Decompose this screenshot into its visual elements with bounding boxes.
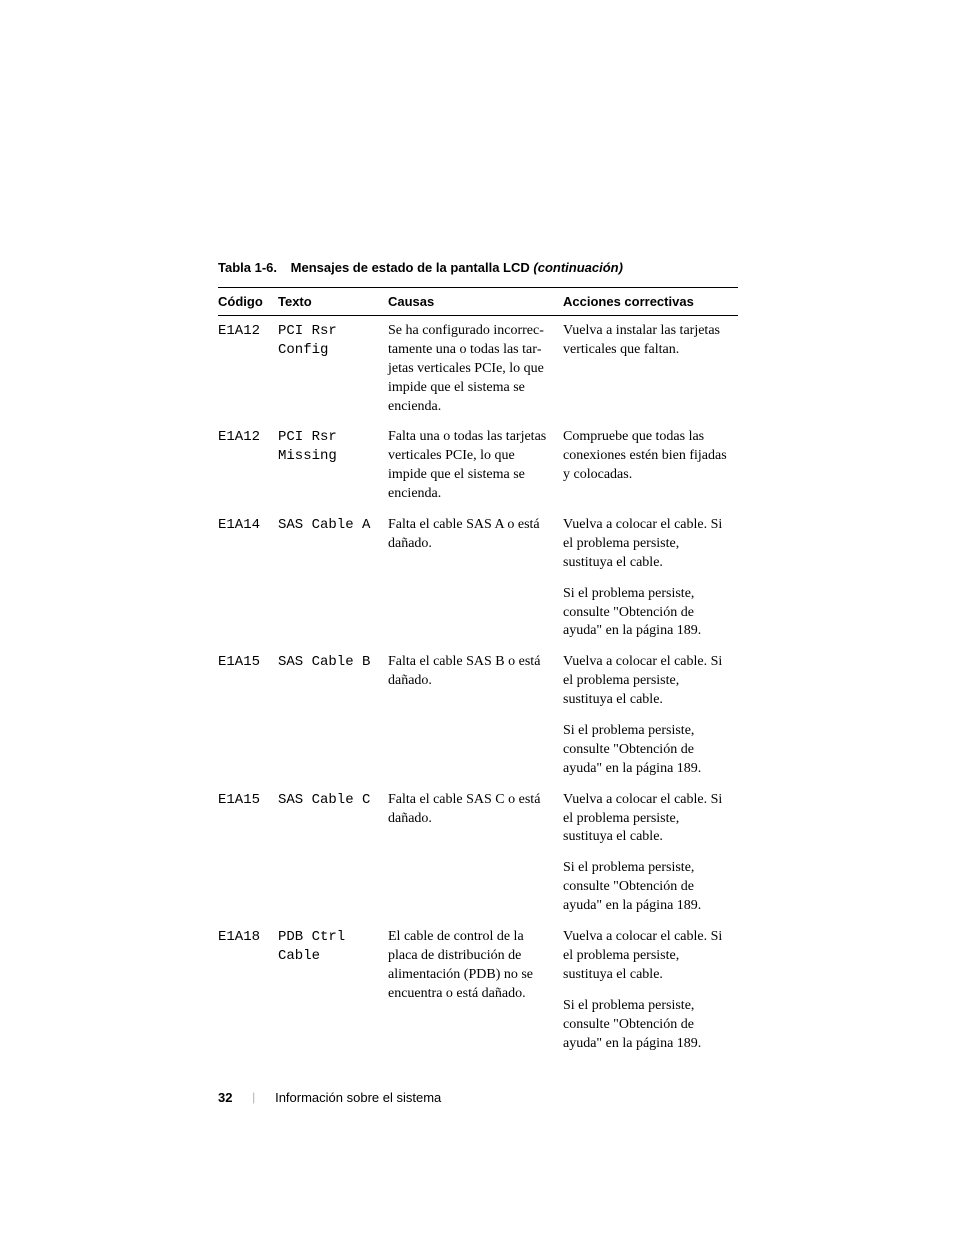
caption-continuation: (continuación) bbox=[533, 260, 623, 275]
footer-section-title: Información sobre el sistema bbox=[275, 1090, 441, 1105]
table-row: E1A14SAS Cable AFalta el cable SAS A o e… bbox=[218, 510, 738, 579]
caption-title: Mensajes de estado de la pantalla LCD bbox=[291, 260, 534, 275]
cell-text: PDB Ctrl Cable bbox=[278, 922, 388, 1059]
page-footer: 32 | Información sobre el sistema bbox=[218, 1089, 441, 1105]
table-row: E1A12PCI Rsr ConfigSe ha configurado inc… bbox=[218, 316, 738, 423]
page: Tabla 1-6. Mensajes de estado de la pant… bbox=[0, 0, 954, 1235]
col-header-cause: Causas bbox=[388, 288, 563, 316]
cell-text: SAS Cable A bbox=[278, 510, 388, 647]
cell-text: PCI Rsr Config bbox=[278, 316, 388, 423]
cell-text: SAS Cable B bbox=[278, 647, 388, 784]
cell-cause: Se ha configurado incorrec­tamente una o… bbox=[388, 316, 563, 423]
col-header-action: Acciones correctivas bbox=[563, 288, 738, 316]
lcd-status-table: Código Texto Causas Acciones correctivas… bbox=[218, 287, 738, 1059]
table-caption: Tabla 1-6. Mensajes de estado de la pant… bbox=[218, 260, 736, 275]
caption-label: Tabla 1-6. bbox=[218, 260, 277, 275]
page-number: 32 bbox=[218, 1090, 232, 1105]
col-header-text: Texto bbox=[278, 288, 388, 316]
cell-action: Vuelva a instalar las tarjetas verticale… bbox=[563, 316, 738, 423]
cell-code: E1A14 bbox=[218, 510, 278, 647]
cell-cause: Falta el cable SAS A o está dañado. bbox=[388, 510, 563, 647]
cell-text: SAS Cable C bbox=[278, 785, 388, 922]
footer-separator-icon: | bbox=[252, 1089, 255, 1105]
cell-action: Vuelva a colocar el cable. Si el problem… bbox=[563, 785, 738, 854]
cell-cause: Falta el cable SAS B o está dañado. bbox=[388, 647, 563, 784]
cell-code: E1A15 bbox=[218, 647, 278, 784]
cell-code: E1A12 bbox=[218, 316, 278, 423]
cell-action: Si el problema persiste, consulte "Obten… bbox=[563, 716, 738, 785]
cell-code: E1A15 bbox=[218, 785, 278, 922]
cell-cause: El cable de control de la placa de distr… bbox=[388, 922, 563, 1059]
cell-action: Si el problema persiste, consulte "Obten… bbox=[563, 853, 738, 922]
cell-action: Vuelva a colocar el cable. Si el problem… bbox=[563, 510, 738, 579]
cell-action: Si el problema persiste, consulte "Obten… bbox=[563, 991, 738, 1060]
cell-cause: Falta el cable SAS C o está dañado. bbox=[388, 785, 563, 922]
cell-action: Vuelva a colocar el cable. Si el problem… bbox=[563, 922, 738, 991]
cell-action: Si el problema persiste, consulte "Obten… bbox=[563, 579, 738, 648]
table-row: E1A15SAS Cable BFalta el cable SAS B o e… bbox=[218, 647, 738, 716]
table-row: E1A18PDB Ctrl CableEl cable de control d… bbox=[218, 922, 738, 991]
cell-action: Compruebe que todas las conexiones estén… bbox=[563, 422, 738, 510]
table-row: E1A12PCI Rsr MissingFalta una o todas la… bbox=[218, 422, 738, 510]
cell-text: PCI Rsr Missing bbox=[278, 422, 388, 510]
cell-cause: Falta una o todas las tarjetas verticale… bbox=[388, 422, 563, 510]
cell-code: E1A12 bbox=[218, 422, 278, 510]
col-header-code: Código bbox=[218, 288, 278, 316]
table-header-row: Código Texto Causas Acciones correctivas bbox=[218, 288, 738, 316]
table-row: E1A15SAS Cable CFalta el cable SAS C o e… bbox=[218, 785, 738, 854]
cell-action: Vuelva a colocar el cable. Si el problem… bbox=[563, 647, 738, 716]
cell-code: E1A18 bbox=[218, 922, 278, 1059]
